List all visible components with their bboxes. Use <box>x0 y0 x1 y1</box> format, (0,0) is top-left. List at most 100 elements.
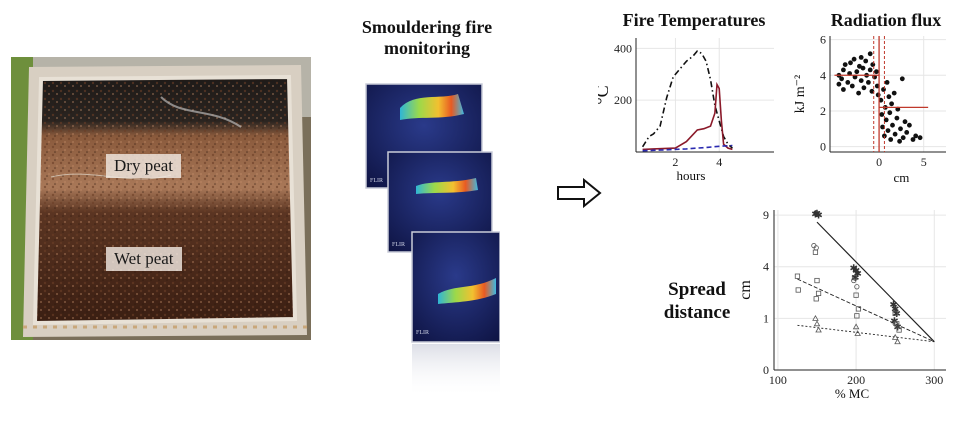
spread-label-line1: Spread <box>668 279 726 300</box>
point-star: ✱ <box>814 211 822 222</box>
flux-point <box>856 90 861 96</box>
flux-point <box>861 85 867 91</box>
point-star: ✱ <box>811 210 819 221</box>
plot-area <box>636 38 774 152</box>
y-axis-label: kJ m⁻² <box>793 75 808 113</box>
radiation-svg: 0 2 4 6 0 5 cm kJ m⁻² <box>793 33 946 185</box>
y-tick-label: 200 <box>614 93 632 107</box>
fit-line-star <box>816 221 935 343</box>
point-triangle <box>854 330 861 336</box>
flux-point <box>913 133 919 139</box>
point-star: ✱ <box>852 266 860 277</box>
point-star: ✱ <box>891 304 899 315</box>
x-axis-label: hours <box>677 168 706 183</box>
spread-distance-label: Spread distance <box>654 278 740 324</box>
point-star: ✱ <box>850 264 858 275</box>
fit-line-triangle <box>797 324 935 343</box>
point-square <box>894 321 900 327</box>
flux-point <box>858 55 864 60</box>
point-square <box>896 327 902 333</box>
point-square <box>855 306 862 312</box>
point-square <box>812 249 819 255</box>
point-circle <box>813 245 819 251</box>
flux-point <box>869 88 875 94</box>
fire-temp-svg: 200 400 2 4 hours °C <box>592 38 774 183</box>
flux-point <box>875 92 881 98</box>
flux-point <box>880 124 885 130</box>
thermal-frames: FLIR FLIR FLIR <box>365 83 501 398</box>
flux-point <box>854 69 860 75</box>
flux-point <box>894 115 900 121</box>
temperature-series-line <box>642 81 733 151</box>
y-axis-label: °C <box>598 85 612 104</box>
flux-point <box>899 76 905 82</box>
point-square <box>813 296 819 302</box>
point-circle <box>851 277 857 284</box>
fire-temp-chart: 200 400 2 4 hours °C <box>592 32 780 192</box>
flux-point <box>857 63 862 69</box>
flux-point <box>867 51 873 57</box>
flux-point <box>849 83 855 89</box>
fire-temp-title: Fire Temperatures <box>622 10 766 30</box>
flux-point <box>879 112 885 117</box>
temperature-series-line <box>642 144 733 152</box>
point-square <box>815 290 822 297</box>
flux-point <box>898 126 903 132</box>
flux-point <box>882 133 887 139</box>
flux-point <box>860 65 866 71</box>
y-tick-label: 6 <box>820 33 826 47</box>
flux-point <box>910 137 916 142</box>
y-tick-label: 0 <box>820 140 826 154</box>
flux-point <box>888 137 894 142</box>
point-triangle <box>891 333 899 340</box>
flux-point <box>841 87 846 92</box>
dry-peat-label: Dry peat <box>106 154 182 178</box>
monitoring-title-line2: monitoring <box>383 38 470 58</box>
peat-photo: Dry peat Wet peat <box>11 57 311 340</box>
point-square <box>795 287 801 293</box>
point-circle <box>892 321 898 327</box>
fit-line-square <box>797 278 935 343</box>
flux-point <box>892 131 898 137</box>
point-square <box>851 275 858 281</box>
flux-point <box>900 135 906 141</box>
flux-point <box>890 122 895 128</box>
x-tick-label: 100 <box>769 373 787 387</box>
flux-point <box>874 69 879 75</box>
y-tick-label: 9 <box>763 208 769 222</box>
point-star: ✱ <box>853 269 861 280</box>
point-square <box>794 273 801 279</box>
flux-point <box>863 58 869 64</box>
flux-point <box>851 56 857 62</box>
temperature-series-line <box>641 49 733 149</box>
point-triangle <box>852 323 860 330</box>
x-tick-label: 4 <box>716 155 722 169</box>
point-square <box>854 313 860 319</box>
point-square <box>853 292 859 298</box>
point-triangle <box>813 320 821 327</box>
flux-point <box>891 90 897 96</box>
x-tick-label: 200 <box>847 373 865 387</box>
point-triangle <box>812 314 819 321</box>
flux-point <box>904 130 910 135</box>
x-tick-label: 2 <box>672 155 678 169</box>
flux-point <box>848 60 853 66</box>
y-axis-label: cm <box>738 280 754 300</box>
monitoring-title: Smouldering fire monitoring <box>322 17 532 59</box>
flir-logo-1: FLIR <box>370 178 383 184</box>
spread-label-line2: distance <box>663 302 731 323</box>
flux-point <box>885 128 891 133</box>
flux-point <box>836 81 842 87</box>
y-tick-label: 2 <box>820 104 826 118</box>
flux-point <box>889 101 894 107</box>
y-tick-label: 0 <box>763 363 769 377</box>
y-tick-label: 1 <box>763 311 769 325</box>
monitoring-title-line1: Smouldering fire <box>361 17 493 37</box>
flux-point <box>842 62 848 67</box>
flux-point <box>883 117 889 123</box>
flux-point <box>867 67 873 73</box>
point-square <box>892 310 898 317</box>
flux-point <box>902 119 908 125</box>
thermal-image-stack: FLIR FLIR FLIR <box>360 80 501 400</box>
